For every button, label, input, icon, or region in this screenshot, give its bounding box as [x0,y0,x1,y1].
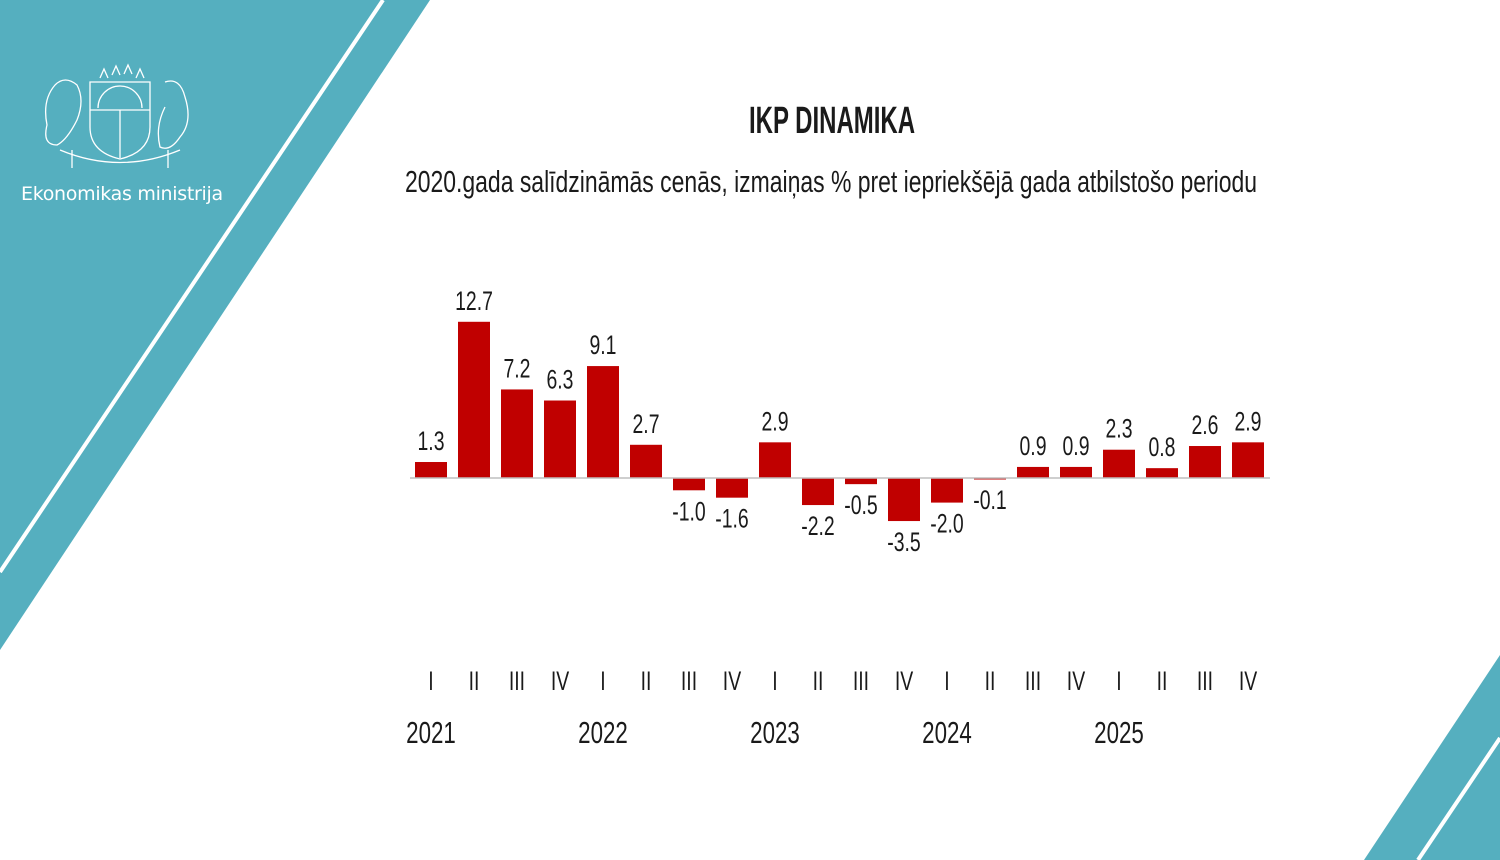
data-label: 6.3 [546,364,573,394]
quarter-tick-label: IV [723,666,742,696]
right-teal-band [1364,655,1500,860]
data-label: 0.8 [1148,432,1175,462]
chart-subtitle: 2020.gada salīdzināmās cenās, izmaiņas %… [405,164,1257,199]
data-label: 12.7 [455,286,493,316]
year-tick-label: 2021 [406,715,456,749]
bar [587,366,619,478]
data-label: 0.9 [1062,431,1089,461]
coat-of-arms-logo [44,63,189,168]
bar [501,389,533,478]
quarter-tick-label: II [985,666,996,696]
quarter-tick-label: III [509,666,525,696]
bar [845,478,877,485]
bar [1103,449,1135,478]
data-label: 2.3 [1105,414,1132,444]
year-tick-label: 2024 [922,715,972,749]
right-white-stripe [1416,736,1500,860]
bar [802,478,834,506]
data-label: 2.6 [1191,410,1218,440]
left-white-stripe [0,0,385,574]
quarter-tick-label: III [681,666,697,696]
year-tick-label: 2022 [578,715,628,749]
bar [1146,468,1178,478]
bar [1232,442,1264,478]
data-label: 7.2 [503,353,530,383]
data-label: 0.9 [1019,431,1046,461]
data-label: 1.3 [417,426,444,456]
data-label: -3.5 [887,527,920,557]
data-label: 9.1 [589,330,616,360]
year-tick-label: 2025 [1094,715,1144,749]
quarter-tick-label: IV [1239,666,1258,696]
data-label: 2.7 [632,409,659,439]
quarter-tick-label: II [469,666,480,696]
data-label: -2.0 [930,508,963,538]
bar [1060,466,1092,478]
bar [544,400,576,478]
bar [716,478,748,498]
bar [458,321,490,478]
quarter-tick-label: IV [895,666,914,696]
bar [1017,466,1049,478]
quarter-tick-label: I [600,666,605,696]
quarter-tick-label: II [1157,666,1168,696]
data-label: 2.9 [761,406,788,436]
data-label: -0.1 [973,485,1006,515]
data-label: -1.6 [715,504,748,534]
quarter-tick-label: IV [1067,666,1086,696]
bar [888,478,920,522]
bar [759,442,791,478]
quarter-tick-label: I [428,666,433,696]
bar [630,444,662,478]
bar [931,478,963,503]
quarter-tick-label: III [853,666,869,696]
organization-name: Ekonomikas ministrija [21,183,223,205]
data-label: -0.5 [844,490,877,520]
chart-title: IKP DINAMIKA [749,100,915,142]
quarter-tick-label: IV [551,666,570,696]
quarter-tick-label: III [1197,666,1213,696]
bar [415,462,447,478]
bar [673,478,705,491]
quarter-tick-label: I [944,666,949,696]
quarter-tick-label: III [1025,666,1041,696]
quarter-tick-label: II [813,666,824,696]
quarter-tick-label: I [772,666,777,696]
quarter-tick-label: II [641,666,652,696]
data-label: -2.2 [801,511,834,541]
data-label: 2.9 [1234,406,1261,436]
year-tick-label: 2023 [750,715,800,749]
quarter-tick-label: I [1116,666,1121,696]
bar [1189,446,1221,478]
data-label: -1.0 [672,496,705,526]
